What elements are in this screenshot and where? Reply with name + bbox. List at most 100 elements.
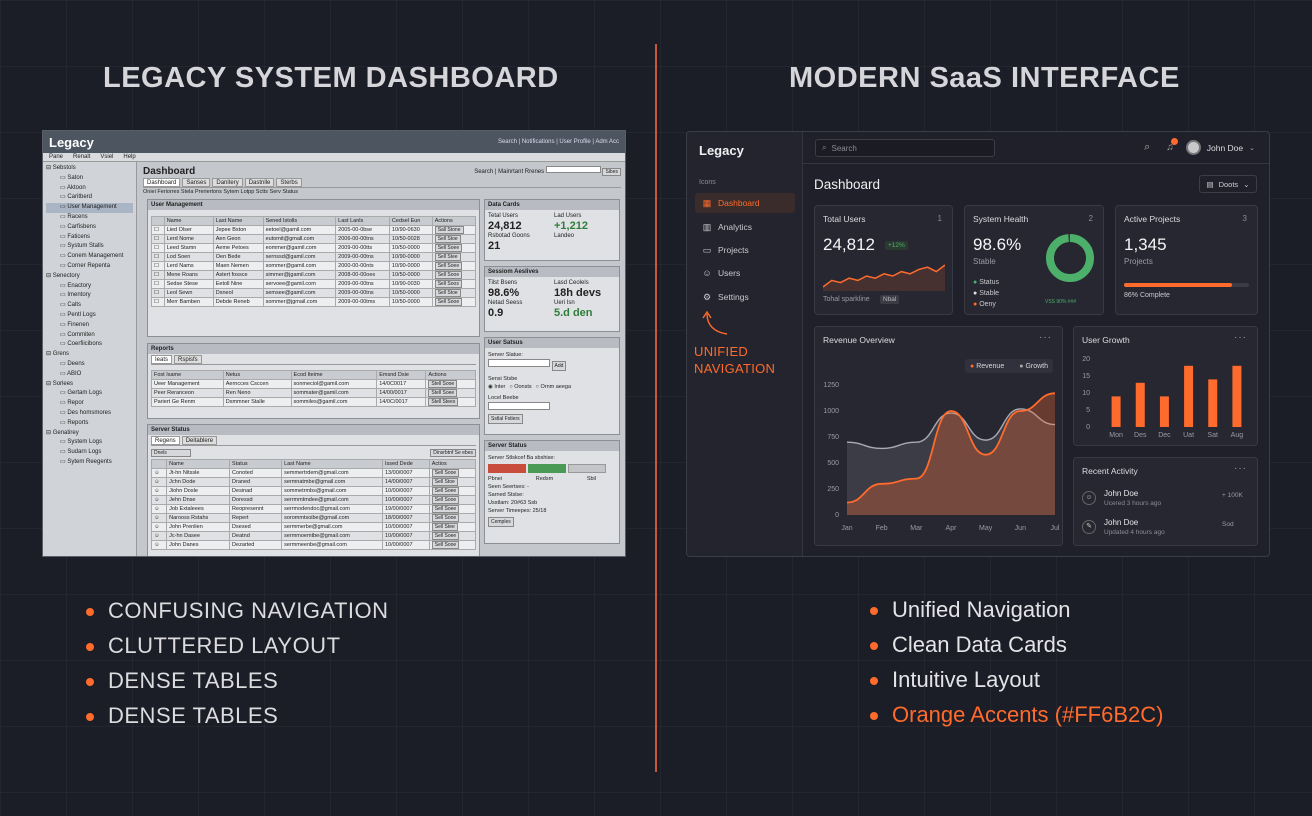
column-header[interactable]: Status: [229, 459, 283, 469]
add-button[interactable]: Add: [551, 361, 567, 371]
column-header[interactable]: Actions: [425, 370, 476, 380]
table-row[interactable]: ☐ Merr Bamben Debde Reneb sommer@jgmail.com…: [151, 297, 477, 307]
tree-item[interactable]: ▭ Aktoon: [60, 184, 86, 191]
user-name[interactable]: John Doe: [1206, 142, 1244, 153]
table-row[interactable]: ☺ John Prenlien Dsesed sermmerbe@gmail.com 1…: [150, 522, 477, 532]
column-header[interactable]: Name: [166, 459, 231, 469]
tree-item[interactable]: ▭ Sytem Reegents: [60, 458, 112, 465]
legacy-top-links[interactable]: Search | Notifications | User Profile | …: [497, 139, 619, 145]
row-action-button[interactable]: Sell Soee: [431, 487, 460, 495]
legacy-search-input[interactable]: [545, 166, 601, 173]
more-icon[interactable]: ···: [1234, 463, 1247, 474]
legacy-search-button[interactable]: Sibes: [602, 168, 621, 176]
column-header[interactable]: Actios: [428, 459, 477, 469]
activity-item[interactable]: ✎ John Doe Updated 4 hours ago Sod: [1082, 518, 1252, 536]
table-row[interactable]: ☺ Jc-hn Dasee Deatnd sermmoemtbe@gmail.com 1…: [150, 531, 477, 541]
tree-item[interactable]: ▭ Carfisbens: [60, 223, 97, 230]
row-checkbox[interactable]: ☐: [151, 243, 165, 253]
avatar[interactable]: [1185, 140, 1201, 155]
legacy-subtabs[interactable]: Oniei Feriorres Stela Preriertons Sytem …: [143, 189, 298, 195]
nav-users[interactable]: ☺ Users: [695, 263, 795, 283]
bell-icon[interactable]: ♫: [1166, 138, 1178, 153]
table-row[interactable]: ☐ Lod Soen Oen Bede sernssd@gamil.com 2009-0…: [151, 252, 477, 262]
submit-button[interactable]: Sstlal Fstlers: [488, 414, 523, 424]
server-tab[interactable]: Regens: [151, 436, 180, 445]
row-checkbox[interactable]: ☐: [151, 288, 165, 298]
column-header[interactable]: Ecod Iteime: [290, 370, 378, 380]
tree-item[interactable]: ▭ Saton: [60, 174, 84, 181]
row-action-button[interactable]: Sell Soee: [431, 532, 460, 540]
tree-item[interactable]: ▭ System Logs: [60, 439, 103, 446]
tree-item[interactable]: ▭ Pentl Logs: [60, 311, 96, 318]
column-header[interactable]: [151, 216, 165, 226]
column-header[interactable]: Last Name: [281, 459, 383, 469]
tree-item[interactable]: ▭ Gertam Logs: [60, 390, 103, 397]
more-icon[interactable]: ···: [1234, 332, 1247, 343]
row-action-button[interactable]: Sell Stoe: [434, 289, 461, 297]
tree-item[interactable]: ▭ Sudarn Logs: [60, 449, 102, 456]
tree-item[interactable]: ▭ Systum Stalls: [60, 243, 104, 250]
nav-dashboard[interactable]: ▦ Dashboard: [695, 193, 795, 213]
table-row[interactable]: ☐ Leol Sewn Dsneol semsee@gamil.com 2009-00-…: [151, 288, 477, 298]
row-action-button[interactable]: Sall Stone: [434, 226, 464, 234]
search-icon[interactable]: ⌕: [1144, 141, 1151, 153]
table-row[interactable]: Peer Reranceon Ren Neno sommater@gamil.com…: [151, 388, 476, 398]
table-row[interactable]: ☺ Jt-hn Nitssle Conoted semmertrdem@gmail.c…: [150, 468, 477, 478]
column-header[interactable]: Actions: [431, 216, 477, 226]
period-select[interactable]: ▤ Doots ⌄: [1199, 175, 1257, 193]
server-filter[interactable]: Dnels: [151, 449, 191, 457]
tree-item[interactable]: ▭ Enactory: [60, 282, 92, 289]
column-header[interactable]: Sened Istolls: [262, 216, 337, 226]
tree-item[interactable]: ▭ Racens: [60, 213, 88, 220]
complete-button[interactable]: Cemples: [488, 517, 514, 527]
legacy-tab[interactable]: Dastnlle: [244, 178, 275, 187]
row-action-button[interactable]: Sell Stoe: [431, 478, 458, 486]
row-action-button[interactable]: Sell Sooe: [434, 298, 463, 306]
tree-item[interactable]: ▭ Des homsmores: [60, 409, 112, 416]
row-action-button[interactable]: Sell Sooe: [431, 469, 460, 477]
table-row[interactable]: ☐ Lerd Nome Aen Geon eutomit@gmall.com 2006-…: [151, 234, 477, 244]
menu-item[interactable]: Renalt: [73, 154, 91, 160]
radio-option[interactable]: ◉ Inter: [488, 384, 506, 390]
row-action-button[interactable]: Sell Stee: [434, 253, 461, 261]
row-action-button[interactable]: Sell Soee: [431, 505, 460, 513]
row-checkbox[interactable]: ☐: [151, 261, 165, 271]
column-header[interactable]: Fost Isame: [151, 370, 224, 380]
column-header[interactable]: Name: [163, 216, 214, 226]
row-action-button[interactable]: Sell Stee: [431, 523, 458, 531]
column-header[interactable]: Last Lanls: [335, 216, 390, 226]
server-filter-button[interactable]: Dinsrbtnf Se ebes: [430, 449, 476, 457]
tree-item[interactable]: ▭ Conem Management: [60, 253, 124, 260]
tree-item[interactable]: ▭ Deens: [60, 360, 85, 367]
row-action-button[interactable]: Sell Sooe: [431, 496, 460, 504]
column-header[interactable]: Netus: [222, 370, 292, 380]
legacy-tab[interactable]: Dashboard: [143, 178, 181, 187]
tree-item[interactable]: ▭ Faticens: [60, 233, 91, 240]
menu-item[interactable]: Pane: [49, 154, 64, 160]
row-action-button[interactable]: Sell Stoe: [434, 235, 461, 243]
column-header[interactable]: Last Name: [212, 216, 264, 226]
legacy-tab[interactable]: Sanses: [182, 178, 211, 187]
table-row[interactable]: ☺ Narooss Rstahs Repert sorommtsoibe@gmail.…: [150, 513, 477, 523]
reports-tab[interactable]: Ieats: [151, 355, 173, 364]
tree-item[interactable]: ▭ Finenen: [60, 321, 90, 328]
table-row[interactable]: Pariert Ge Renm Dsmmner Stalle sommiles@ga…: [151, 397, 476, 407]
row-action-button[interactable]: Sell Sooe: [431, 514, 460, 522]
tree-item[interactable]: ⊟ Genatirey: [46, 429, 79, 436]
row-checkbox[interactable]: ☐: [151, 279, 165, 289]
menu-item[interactable]: Vsiel: [100, 154, 114, 160]
row-action-button[interactable]: Sell Sooe: [434, 271, 463, 279]
tree-item[interactable]: ▭ Coerfiicibons: [60, 341, 103, 348]
table-row[interactable]: ☐ Lied Olser Jepee Bston eetoel@gamil.com 20…: [151, 225, 477, 235]
row-action-button[interactable]: Sell Soos: [434, 280, 462, 288]
row-action-button[interactable]: Stell Stees: [428, 398, 459, 406]
radio-option[interactable]: ○ Ornm aeega: [535, 384, 572, 390]
column-header[interactable]: Issed Dede: [381, 459, 430, 469]
table-row[interactable]: ☐ Leed Stamn Aeme Petoes eommer@gamil.com 20…: [151, 243, 477, 253]
table-row[interactable]: ☐ Lerd Nams Maen Nemen sommer@gamil.com 2000…: [151, 261, 477, 271]
nav-projects[interactable]: ▭ Projects: [695, 240, 795, 260]
row-checkbox[interactable]: ☐: [151, 252, 165, 262]
table-row[interactable]: ☺ Jchn Dode Draned sermnatmbe@gmail.com 14/0…: [150, 477, 477, 487]
server-tab[interactable]: Deitablere: [181, 436, 218, 445]
table-row[interactable]: ☐ Sedse Stese Eetoll Nine servoee@gamil.com…: [151, 279, 477, 289]
